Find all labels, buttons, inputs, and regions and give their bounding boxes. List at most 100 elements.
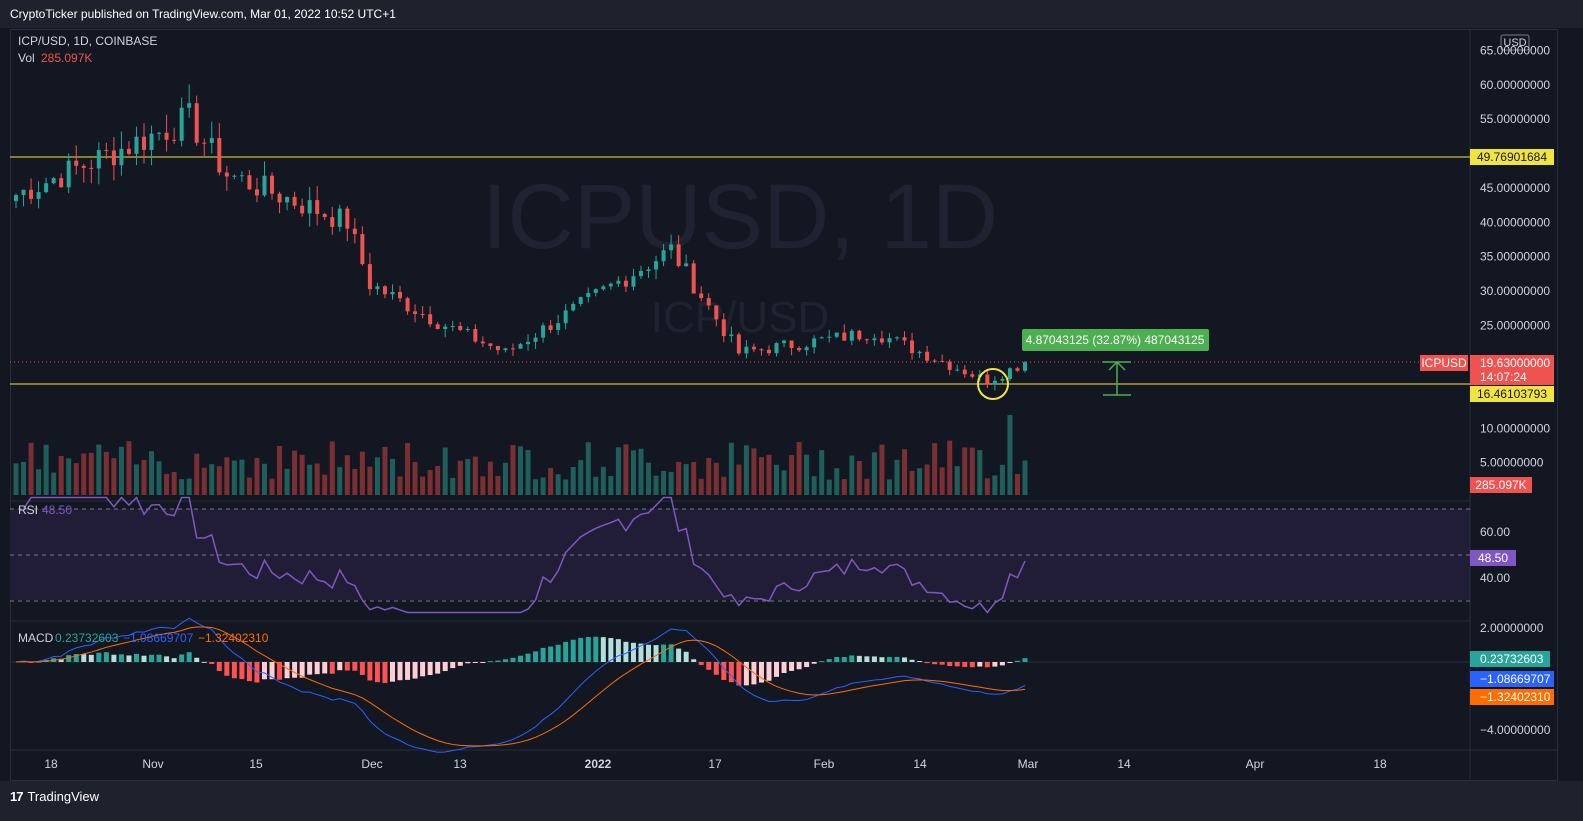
candle-body [608, 283, 613, 287]
macd-hist-bar [578, 637, 584, 662]
macd-legend-label[interactable]: MACD [18, 631, 54, 645]
volume-bar [96, 444, 102, 495]
volume-bar [856, 461, 862, 495]
macd-hist-bar [879, 657, 885, 662]
candle-body [51, 178, 56, 184]
volume-bar [743, 445, 749, 495]
candlesticks[interactable] [14, 84, 1027, 391]
candle-body [300, 205, 305, 214]
macd-hist-bar [457, 662, 463, 666]
volume-bar [849, 455, 855, 495]
candle-body [322, 214, 327, 218]
candle-body [443, 326, 448, 329]
candle-body [270, 175, 275, 194]
currency-box[interactable] [1500, 34, 1530, 51]
macd-hist-bar [570, 639, 576, 662]
volume-badge [1470, 477, 1532, 493]
macd-hist-bar [156, 654, 162, 662]
footer-bar: 17 TradingView [0, 781, 1583, 821]
price-tick: 5.00000000 [1480, 456, 1544, 470]
macd-legend-value: 0.23732603 [55, 631, 119, 645]
volume-bar [374, 457, 380, 495]
candle-body [21, 189, 26, 196]
candle-body [947, 361, 952, 370]
macd-hist-bar [864, 656, 870, 662]
macd-hist-bar [540, 647, 546, 662]
macd-hist-bar [389, 662, 395, 682]
macd-hist-bar [292, 662, 298, 678]
volume-bar [691, 461, 697, 495]
macd-hist-bar [977, 662, 983, 667]
time-tick: Feb [814, 757, 835, 771]
volume-bar [608, 475, 614, 495]
candle-body [44, 183, 49, 193]
symbol-legend[interactable]: ICP/USD, 1D, COINBASE [18, 34, 157, 48]
volume-bar [683, 464, 689, 495]
time-axis[interactable]: 18 Nov 15 Dec 13 2022 17 Feb 14 Mar 14 Apr 18 [44, 757, 1387, 771]
candle-body [887, 338, 892, 343]
volume-bar [886, 479, 892, 495]
tradingview-logo[interactable]: 17 TradingView [10, 789, 99, 804]
macd-hist-bar [442, 662, 448, 672]
macd-hist-bar [781, 662, 787, 673]
volume-bar [653, 475, 659, 495]
macd-badge [1470, 651, 1550, 667]
volume-bar [420, 476, 426, 495]
macd-hist-bar [992, 662, 998, 667]
currency-label: USD [1503, 37, 1526, 49]
volume-bar [638, 448, 644, 495]
candle-body [465, 328, 470, 330]
macd-hist-bar [819, 661, 825, 663]
candle-body [1007, 368, 1012, 379]
macd-hist-bar [984, 662, 990, 668]
macd-hist-bar [713, 662, 719, 675]
candle-body [360, 234, 365, 265]
macd-hist-bar [480, 662, 486, 663]
volume-bar [600, 466, 606, 495]
rsi-legend-label[interactable]: RSI [18, 503, 38, 517]
volume-bar [533, 479, 539, 495]
price-axis[interactable]: 65.0000000060.0000000055.0000000050.0000… [1480, 44, 1550, 470]
macd-hist-bar [216, 662, 222, 671]
volume-bar [841, 479, 847, 495]
candle-body [623, 280, 628, 287]
time-tick: Nov [142, 757, 163, 771]
volume-bar [917, 468, 923, 495]
candle-body [104, 150, 109, 152]
candle-body [458, 325, 463, 330]
volume-bar [1007, 414, 1013, 495]
macd-hist-bar [954, 662, 960, 667]
price-range-measure[interactable] [1103, 360, 1131, 396]
macd-hist-bar [653, 645, 659, 662]
volume-bar [58, 455, 64, 495]
macd-hist-bar [66, 655, 72, 662]
macd-hist-bar [676, 648, 682, 662]
macd-histogram [21, 636, 1028, 686]
volume-bar [585, 442, 591, 495]
candle-body [729, 334, 734, 337]
volume-bar [179, 479, 185, 495]
circle-annotation[interactable] [977, 368, 1009, 400]
candle-body [849, 330, 854, 341]
candle-body [277, 193, 282, 203]
volume-bar [133, 464, 139, 495]
volume-bar [804, 454, 810, 495]
candle-body [684, 263, 689, 267]
macd-hist-bar [841, 657, 847, 662]
candle-body [571, 303, 576, 311]
volume-bar [284, 468, 290, 495]
macd-hist-bar [329, 662, 335, 674]
volume-bar [405, 443, 411, 495]
candle-body [367, 264, 372, 290]
macd-hist-bar [646, 644, 652, 662]
candle-body [217, 138, 222, 173]
candle-body [149, 133, 154, 150]
volume-bar [28, 442, 34, 495]
macd-hist-bar [420, 662, 426, 677]
volume-bar [999, 464, 1005, 495]
candle-body [405, 298, 410, 312]
candle-body [59, 178, 64, 188]
macd-hist-bar [811, 662, 817, 664]
candle-body [111, 150, 116, 166]
